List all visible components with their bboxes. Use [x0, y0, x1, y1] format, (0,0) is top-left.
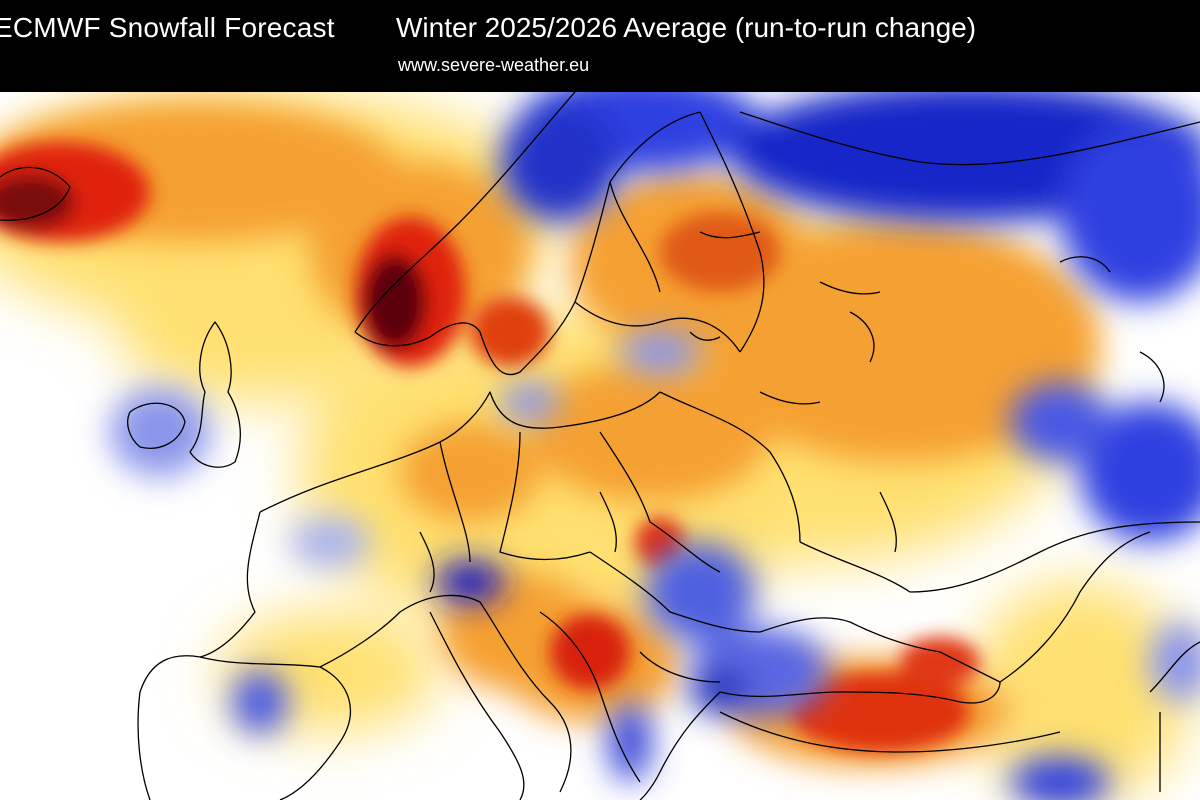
greece-blue-field — [608, 702, 652, 782]
north-german-baltic-coast — [439, 391, 661, 443]
iceland-coast — [0, 166, 71, 221]
france-blue-field — [290, 517, 370, 567]
header-bar: ECMWF Snowfall Forecast Winter 2025/2026… — [0, 0, 1200, 92]
kazakh-blue-field — [1080, 402, 1200, 542]
poland-ukraine-border — [599, 431, 721, 573]
romania-blue-field — [645, 542, 755, 642]
north-sea-yellow-field — [120, 262, 380, 402]
iceland-dark-core — [0, 174, 75, 230]
swiss-blue-core — [435, 560, 505, 604]
map-title: ECMWF Snowfall Forecast — [0, 12, 335, 43]
inland-borders — [419, 491, 617, 593]
volga-blue-field — [1010, 382, 1110, 462]
belarus-russia-border — [659, 391, 801, 543]
adriatic-east-coast — [539, 611, 641, 783]
aegean-coast — [639, 691, 721, 800]
estonia-blue-field — [620, 330, 700, 374]
ireland-blue-field — [110, 387, 210, 477]
danube-borders — [589, 551, 761, 633]
russia-regional-borders — [759, 391, 897, 553]
gulf-of-finland-coast — [574, 301, 741, 353]
dinaric-red-core — [550, 614, 630, 690]
finland-russia-border — [699, 111, 765, 353]
west-russia-orange-field — [700, 222, 1100, 462]
serbia-bulgaria-border — [639, 651, 721, 683]
sweden-red-core — [470, 297, 550, 367]
snowfall-change-map — [0, 92, 1200, 800]
black-sea-north-coast — [759, 617, 1001, 683]
germany-orange-field — [400, 422, 540, 522]
map-canvas — [0, 92, 1200, 800]
iran-blue-field — [1010, 757, 1110, 800]
france-north-coast — [259, 441, 441, 513]
finland-sweden-border — [609, 181, 661, 293]
lakes-outlines — [689, 231, 881, 341]
italy-west-coast — [429, 611, 525, 800]
iberia-blue-field — [232, 670, 288, 734]
turkey-south-border — [719, 711, 1061, 753]
caucasus-border — [999, 531, 1151, 683]
scandinavia-coast — [354, 111, 701, 376]
great-britain-coast — [189, 321, 241, 468]
borders-layer — [0, 92, 1200, 800]
river-outlines — [849, 256, 1165, 403]
france-west-coast — [199, 511, 261, 658]
siberia-blue-field — [1060, 122, 1200, 302]
north-norway-blue-field — [500, 102, 620, 222]
map-subtitle: Winter 2025/2026 Average (run-to-run cha… — [396, 12, 977, 43]
arctic-coast — [739, 111, 1200, 166]
kazakhstan-border — [909, 521, 1200, 593]
source-url: www.severe-weather.eu — [398, 55, 590, 75]
ireland-coast — [127, 402, 186, 449]
black-sea-red-core — [900, 637, 980, 687]
blue-field-layer — [110, 92, 1200, 800]
ukraine-russia-border — [799, 541, 911, 593]
germany-poland-czech-border — [499, 431, 591, 561]
norway-dark-core — [363, 254, 427, 350]
caspian-blue-field — [1150, 622, 1200, 702]
baltic-sea-blue-field — [500, 382, 560, 422]
caspian-coast — [1149, 641, 1200, 693]
caucasus-yellow-field — [970, 582, 1190, 800]
iberia-west-coast — [137, 655, 201, 800]
baltic-orange-field — [530, 362, 770, 502]
red-core-layer — [0, 142, 980, 752]
italy-east-coast — [479, 601, 572, 793]
black-sea-south-coast — [719, 681, 1001, 704]
karelia-red-core — [660, 212, 780, 292]
norway-coast — [354, 92, 576, 333]
france-south-border — [319, 594, 481, 668]
germany-west-border — [439, 441, 471, 563]
iberia-east-coast — [199, 656, 352, 800]
